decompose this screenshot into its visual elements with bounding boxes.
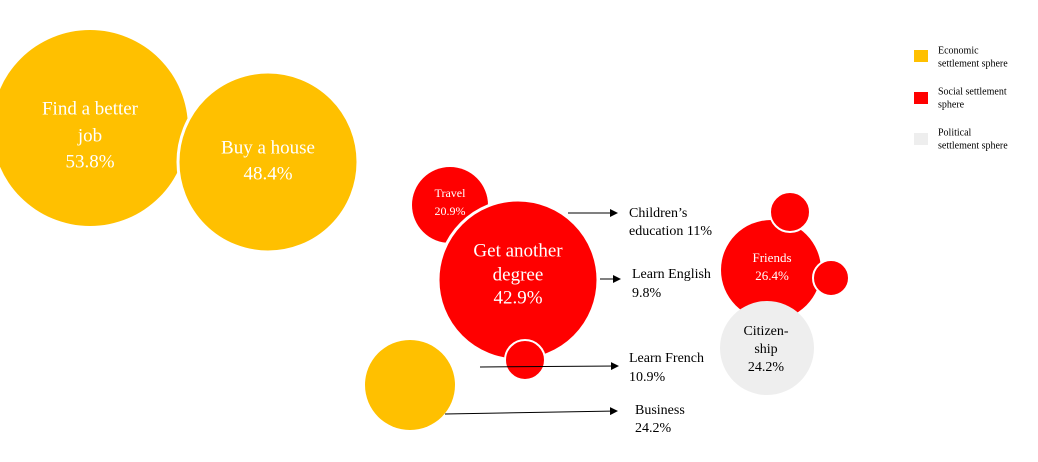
legend-label: Political bbox=[938, 127, 972, 138]
legend-label: sphere bbox=[938, 99, 965, 110]
callout-label: education 11% bbox=[629, 224, 712, 239]
bubble-value: 48.4% bbox=[243, 163, 292, 184]
bubble-label: Travel bbox=[435, 186, 467, 200]
arrow bbox=[479, 362, 619, 371]
bubble bbox=[0, 30, 188, 226]
bubble bbox=[365, 340, 455, 430]
callout-value: 24.2% bbox=[635, 421, 672, 436]
bubble-value: 24.2% bbox=[748, 360, 785, 375]
bubble-label: Citizen- bbox=[743, 324, 788, 339]
legend-label: settlement sphere bbox=[938, 140, 1008, 151]
bubble-value: 53.8% bbox=[65, 151, 114, 172]
bubble-label: ship bbox=[754, 342, 777, 357]
bubble-label: Get another bbox=[473, 240, 563, 261]
legend-label: Social settlement bbox=[938, 86, 1007, 97]
bubble-value: 20.9% bbox=[435, 204, 466, 218]
bubble bbox=[720, 301, 814, 395]
callout-value: 10.9% bbox=[629, 370, 666, 385]
bubble-label: job bbox=[77, 125, 102, 146]
legend-label: Economic bbox=[938, 45, 979, 56]
legend-swatch bbox=[914, 133, 928, 145]
bubble bbox=[769, 191, 811, 233]
bubble bbox=[504, 339, 546, 381]
callout-label: Learn English bbox=[632, 267, 711, 282]
bubble-label: Buy a house bbox=[221, 137, 315, 158]
bubble-value: 26.4% bbox=[755, 268, 789, 283]
bubble-label: Find a better bbox=[42, 98, 139, 119]
arrow bbox=[444, 407, 618, 416]
callout-label: Children’s bbox=[629, 206, 687, 221]
bubble-label: Friends bbox=[753, 250, 792, 265]
callout-label: Learn French bbox=[629, 351, 704, 366]
bubble bbox=[812, 259, 850, 297]
legend-swatch bbox=[914, 50, 928, 62]
legend-label: settlement sphere bbox=[938, 58, 1008, 69]
bubble-label: degree bbox=[493, 264, 544, 285]
callout-label: Business bbox=[635, 403, 685, 418]
bubble-value: 42.9% bbox=[493, 287, 542, 308]
callout-value: 9.8% bbox=[632, 286, 662, 301]
bubble bbox=[721, 220, 821, 320]
bubble bbox=[176, 70, 360, 254]
legend-swatch bbox=[914, 92, 928, 104]
